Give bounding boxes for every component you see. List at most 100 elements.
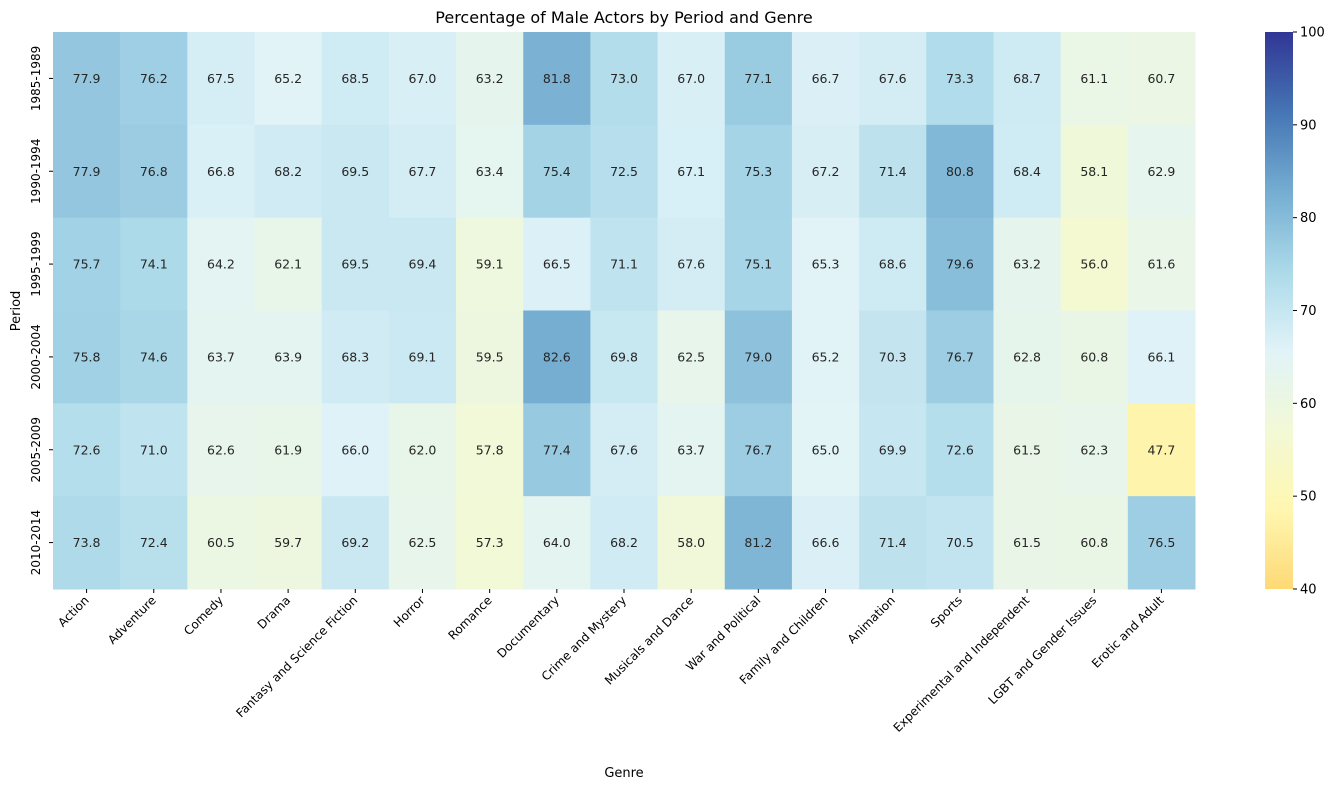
heatmap-cell	[926, 124, 994, 219]
heatmap-cell	[53, 124, 121, 219]
heatmap-cell	[724, 217, 793, 311]
heatmap-cell	[993, 310, 1062, 404]
cell-value-label: 63.4	[476, 164, 504, 179]
heatmap-cell	[590, 403, 659, 497]
cell-value-label: 68.6	[879, 257, 907, 272]
heatmap-cell	[388, 310, 457, 404]
cell-value-label: 58.1	[1080, 164, 1108, 179]
cell-value-label: 77.1	[744, 71, 772, 86]
cell-value-label: 71.1	[610, 257, 638, 272]
heatmap-cell	[120, 32, 188, 126]
heatmap-cell	[187, 310, 256, 404]
heatmap-cell	[926, 403, 994, 497]
x-tick-label: Drama	[255, 593, 294, 632]
colorbar-tick-label: 60	[1300, 397, 1317, 412]
y-tick-label: 1995-1999	[29, 231, 43, 296]
cell-value-label: 63.7	[207, 349, 235, 364]
heatmap-cell	[388, 32, 457, 126]
cell-value-label: 69.9	[879, 442, 907, 457]
cell-value-label: 66.0	[341, 442, 369, 457]
heatmap-cell	[993, 403, 1062, 497]
heatmap-cell	[254, 310, 323, 404]
x-tick-label: Erotic and Adult	[1089, 593, 1167, 671]
cell-value-label: 68.7	[1013, 71, 1041, 86]
cell-value-label: 77.9	[73, 164, 101, 179]
heatmap-cell	[120, 496, 188, 590]
cell-value-label: 76.7	[946, 349, 974, 364]
cell-value-label: 73.0	[610, 71, 638, 86]
cell-value-label: 68.4	[1013, 164, 1041, 179]
heatmap-cell	[859, 217, 927, 311]
x-tick-label: Horror	[391, 593, 428, 630]
heatmap-cell	[187, 403, 256, 497]
cell-value-label: 66.6	[812, 535, 840, 550]
cell-value-label: 74.1	[140, 257, 168, 272]
cell-value-label: 69.5	[341, 164, 369, 179]
cell-value-label: 62.9	[1147, 164, 1175, 179]
heatmap-cell	[657, 496, 726, 590]
cell-value-label: 62.5	[409, 535, 437, 550]
chart-title: Percentage of Male Actors by Period and …	[435, 8, 812, 27]
cell-value-label: 76.8	[140, 164, 168, 179]
heatmap-cell	[321, 217, 390, 311]
cell-value-label: 73.3	[946, 71, 974, 86]
cell-value-label: 72.4	[140, 535, 168, 550]
heatmap-cell	[523, 32, 591, 126]
cell-value-label: 67.2	[812, 164, 840, 179]
cell-value-label: 71.4	[879, 164, 907, 179]
heatmap-cell	[657, 32, 726, 126]
heatmap-cell	[791, 310, 860, 404]
cell-value-label: 60.5	[207, 535, 235, 550]
colorbar-tick-label: 50	[1300, 490, 1317, 505]
cell-value-label: 77.9	[73, 71, 101, 86]
heatmap-cell	[388, 217, 457, 311]
colorbar: 40 50 60 70 80 90 100	[1265, 26, 1325, 598]
cell-value-label: 66.1	[1147, 349, 1175, 364]
x-tick-label: Sports	[928, 593, 965, 630]
x-tick-label: Fantasy and Science Fiction	[233, 593, 360, 720]
heatmap-cells: 77.9 76.2 67.5 65.2 68.5 67.0 63.2 81.8 73.0 67.0…	[53, 32, 1196, 590]
cell-value-label: 80.8	[946, 164, 974, 179]
heatmap-cell	[187, 32, 256, 126]
cell-value-label: 75.3	[744, 164, 772, 179]
heatmap-cell	[456, 217, 524, 311]
cell-value-label: 75.8	[73, 349, 101, 364]
heatmap-cell	[926, 217, 994, 311]
cell-value-label: 62.3	[1080, 442, 1108, 457]
heatmap-cell	[388, 124, 457, 219]
cell-value-label: 72.6	[946, 442, 974, 457]
cell-value-label: 66.8	[207, 164, 235, 179]
heatmap-cell	[791, 496, 860, 590]
heatmap-cell	[724, 403, 793, 497]
heatmap-cell	[1127, 217, 1196, 311]
cell-value-label: 61.5	[1013, 442, 1041, 457]
cell-value-label: 72.5	[610, 164, 638, 179]
heatmap-cell	[321, 124, 390, 219]
cell-value-label: 58.0	[677, 535, 705, 550]
heatmap-cell	[187, 124, 256, 219]
heatmap-cell	[590, 217, 659, 311]
cell-value-label: 47.7	[1147, 442, 1175, 457]
cell-value-label: 67.5	[207, 71, 235, 86]
heatmap-cell	[1127, 310, 1196, 404]
heatmap-cell	[456, 32, 524, 126]
cell-value-label: 61.1	[1080, 71, 1108, 86]
cell-value-label: 76.7	[744, 442, 772, 457]
colorbar-tick-label: 40	[1300, 583, 1317, 598]
x-tick-label: LGBT and Gender Issues	[985, 593, 1099, 707]
heatmap-cell	[1127, 32, 1196, 126]
heatmap-cell	[120, 403, 188, 497]
heatmap-cell	[254, 496, 323, 590]
cell-value-label: 68.2	[610, 535, 638, 550]
x-tick-label: Documentary	[494, 593, 562, 661]
colorbar-tick-label: 70	[1300, 304, 1317, 319]
heatmap-cell	[859, 496, 927, 590]
heatmap-cell	[388, 496, 457, 590]
x-tick-label: Experimental and Independent	[891, 593, 1033, 735]
cell-value-label: 74.6	[140, 349, 168, 364]
colorbar-tick-label: 80	[1300, 211, 1317, 226]
cell-value-label: 66.5	[543, 257, 571, 272]
cell-value-label: 75.1	[744, 257, 772, 272]
cell-value-label: 67.6	[610, 442, 638, 457]
heatmap-cell	[1060, 32, 1129, 126]
